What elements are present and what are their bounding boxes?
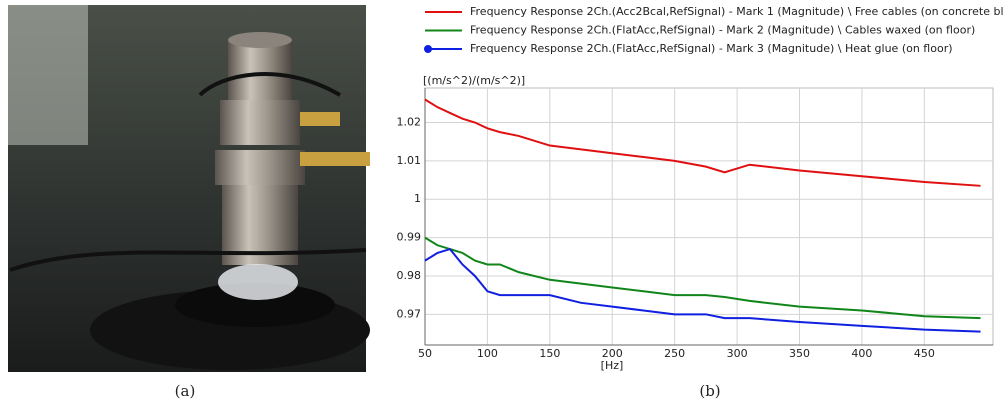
y-tick-label: 0.97 <box>397 307 422 320</box>
y-tick-label: 0.98 <box>397 269 422 282</box>
y-axis-label: [(m/s^2)/(m/s^2)] <box>423 74 525 87</box>
x-tick-label: 350 <box>789 347 810 360</box>
caption: (a) <box>175 382 196 400</box>
x-axis-label: [Hz] <box>601 359 624 372</box>
x-tick-label: 300 <box>727 347 748 360</box>
data-line <box>424 247 981 333</box>
plot-area <box>424 87 994 346</box>
y-tick-label: 1.01 <box>397 154 422 167</box>
x-tick-label: 50 <box>418 347 432 360</box>
y-tick-label: 0.99 <box>397 231 422 244</box>
legend-marker <box>424 45 432 53</box>
x-tick-label: 400 <box>851 347 872 360</box>
y-tick-label: 1 <box>414 192 421 205</box>
legend-label: Frequency Response 2Ch.(Acc2Bcal,RefSign… <box>470 5 1004 18</box>
data-line <box>424 98 981 187</box>
x-tick-label: 200 <box>602 347 623 360</box>
photo <box>8 5 370 372</box>
x-tick-label: 100 <box>477 347 498 360</box>
data-line <box>424 236 981 320</box>
caption: (b) <box>699 382 720 400</box>
y-tick-label: 1.02 <box>397 116 422 129</box>
x-tick-label: 450 <box>914 347 935 360</box>
x-tick-label: 250 <box>664 347 685 360</box>
x-tick-label: 150 <box>539 347 560 360</box>
legend-label: Frequency Response 2Ch.(FlatAcc,RefSigna… <box>470 42 953 55</box>
legend-label: Frequency Response 2Ch.(FlatAcc,RefSigna… <box>470 24 975 37</box>
